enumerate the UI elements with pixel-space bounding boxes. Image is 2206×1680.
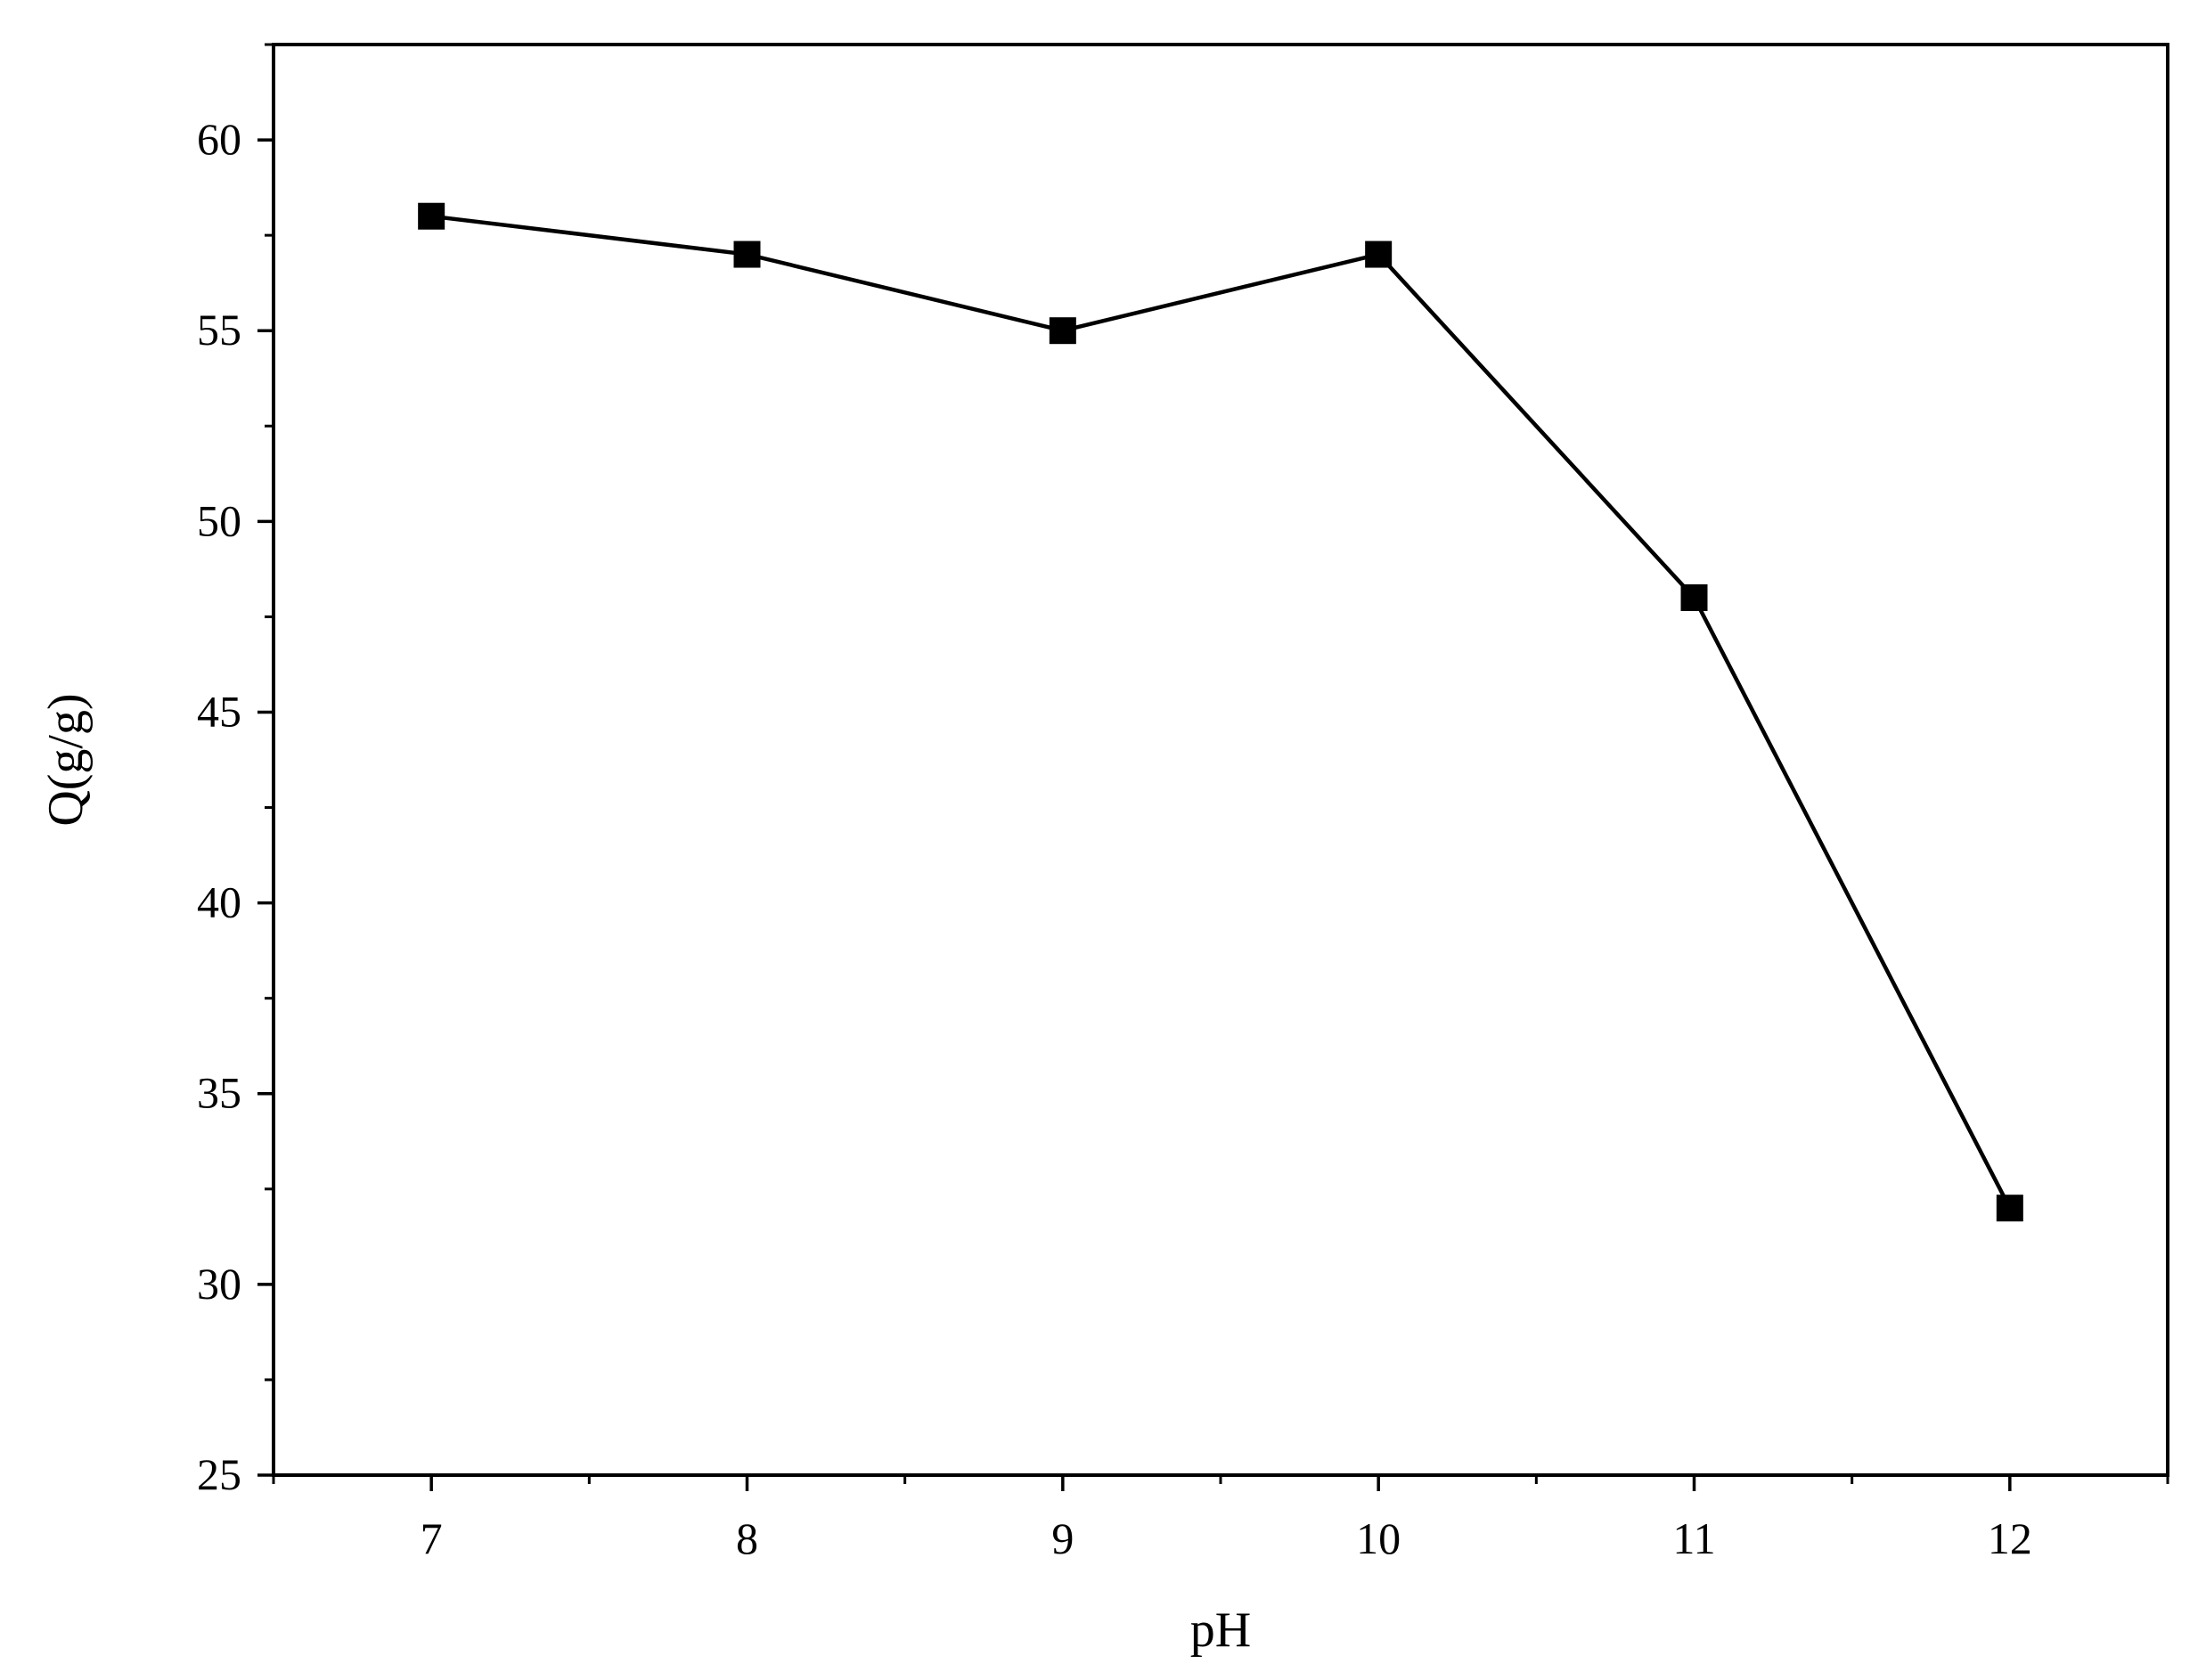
- y-tick-label-25: 25: [197, 1449, 241, 1499]
- x-tick-label-10: 10: [1356, 1513, 1401, 1563]
- series-layer: [418, 202, 2023, 1222]
- data-point-7: [418, 202, 445, 230]
- data-point-12: [1996, 1195, 2023, 1222]
- data-point-9: [1049, 317, 1076, 345]
- y-tick-label-40: 40: [197, 877, 241, 927]
- y-tick-label-45: 45: [197, 686, 241, 736]
- y-tick-label-35: 35: [197, 1068, 241, 1118]
- y-tick-label-60: 60: [197, 114, 241, 164]
- y-tick-label-50: 50: [197, 495, 241, 545]
- x-axis-label: pH: [1190, 1603, 1251, 1658]
- series-line-1: [430, 214, 2012, 1210]
- x-tick-label-9: 9: [1051, 1513, 1074, 1563]
- data-point-10: [1365, 241, 1393, 268]
- axes-layer: [257, 43, 2169, 1491]
- x-tick-label-8: 8: [736, 1513, 758, 1563]
- labels-layer: 25 30 35 40 45 50 55 60 7 8 9 10 11 12 pH Q(g/g): [38, 114, 2032, 1658]
- x-tick-label-11: 11: [1672, 1513, 1715, 1563]
- y-tick-label-30: 30: [197, 1259, 241, 1309]
- data-point-8: [733, 241, 761, 268]
- plot-frame: [272, 43, 2169, 1477]
- x-tick-label-7: 7: [421, 1513, 443, 1563]
- x-tick-label-12: 12: [1988, 1513, 2032, 1563]
- data-point-11: [1680, 583, 1708, 611]
- y-tick-label-55: 55: [197, 305, 241, 355]
- y-axis-label: Q(g/g): [38, 693, 94, 826]
